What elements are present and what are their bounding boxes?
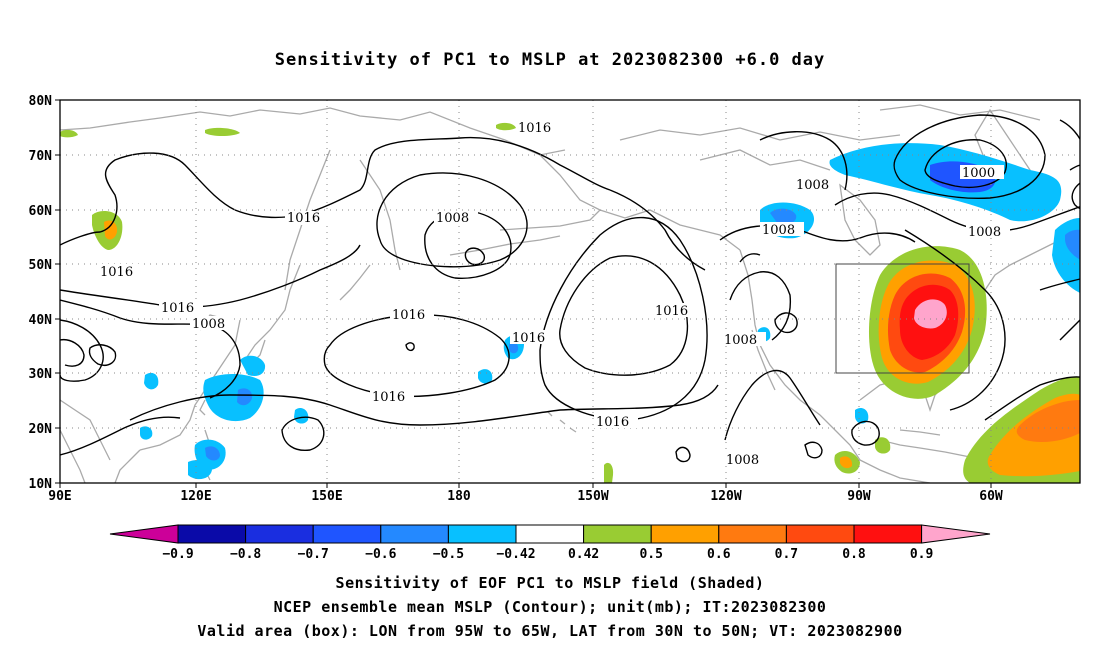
contour-label: 1000 — [962, 166, 995, 181]
contour-label: 1008 — [436, 211, 469, 226]
positive-region-northeast-us-max — [914, 299, 947, 329]
contour-label: 1008 — [762, 223, 795, 238]
contour-label: 1008 — [192, 317, 225, 332]
colorbar-labels: −0.9 −0.8 −0.7 −0.6 −0.5 −0.42 0.42 0.5 … — [162, 547, 933, 562]
lon-label: 120E — [180, 489, 211, 504]
colorbar-label: 0.9 — [910, 547, 933, 562]
lon-label: 150E — [311, 489, 342, 504]
colorbar-label: 0.5 — [639, 547, 662, 562]
shaded-sensitivity — [60, 122, 1080, 483]
positive-region-tibet-core — [104, 220, 118, 240]
colorbar-swatch — [312, 524, 382, 544]
negative-region-central-pacific-core — [509, 342, 519, 354]
negative-region-gulf — [855, 408, 869, 424]
colorbar-swatch — [447, 524, 517, 544]
colorbar-label: 0.7 — [775, 547, 798, 562]
colorbar-swatch — [785, 524, 855, 544]
lon-label: 180 — [447, 489, 471, 504]
positive-region-siberia — [205, 127, 240, 136]
positive-region-caribbean — [875, 437, 891, 454]
colorbar-label: −0.9 — [162, 547, 193, 562]
caption-line-1: Sensitivity of EOF PC1 to MSLP field (Sh… — [335, 574, 765, 592]
negative-region-south-china — [188, 460, 212, 480]
negative-region-central-pacific-2 — [478, 369, 493, 384]
contour-label: 1016 — [100, 265, 133, 280]
negative-region-small-1 — [144, 372, 159, 390]
negative-region-small-3 — [294, 408, 309, 424]
contour-label: 1008 — [796, 178, 829, 193]
negative-region-east-china-sea — [203, 374, 264, 422]
contour-label: 1016 — [287, 211, 320, 226]
colorbar-label: 0.6 — [707, 547, 731, 562]
colorbar-label: −0.8 — [230, 547, 261, 562]
contour-label: 1016 — [392, 308, 425, 323]
colorbar-swatch — [177, 524, 247, 544]
lat-label: 40N — [29, 313, 53, 328]
positive-region-atlantic-darkorange — [1016, 400, 1080, 442]
map-frame — [59, 99, 1081, 484]
lon-label: 90W — [847, 489, 871, 504]
lat-label: 20N — [29, 422, 53, 437]
contour-label: 1016 — [518, 121, 551, 136]
colorbar-swatch — [380, 524, 449, 544]
caption-line-2: NCEP ensemble mean MSLP (Contour); unit(… — [273, 598, 827, 616]
negative-region-korea — [240, 355, 266, 376]
lon-label: 60W — [979, 489, 1003, 504]
contour-labels: 1016 1016 1016 1016 1008 1008 1016 1016 … — [98, 120, 1010, 468]
lat-label: 50N — [29, 258, 53, 273]
contour-label: 1008 — [726, 453, 759, 468]
colorbar-swatch — [583, 524, 652, 544]
lon-ticks — [59, 483, 992, 488]
colorbar-swatch — [921, 524, 991, 544]
colorbar — [109, 524, 991, 544]
contour-label: 1008 — [968, 225, 1001, 240]
colorbar-label: −0.7 — [298, 547, 329, 562]
colorbar-swatch — [515, 524, 585, 544]
lat-label: 10N — [29, 477, 53, 492]
positive-region-central-america-core — [840, 456, 853, 469]
contour-label: 1016 — [161, 301, 194, 316]
colorbar-swatch — [245, 524, 314, 544]
contour-label: 1008 — [724, 333, 757, 348]
caption-line-3: Valid area (box): LON from 95W to 65W, L… — [197, 622, 903, 640]
lat-labels: 80N 70N 60N 50N 40N 30N 20N 10N — [29, 94, 53, 492]
contour-label: 1016 — [596, 415, 629, 430]
negative-region-labrador-core — [1065, 229, 1080, 260]
colorbar-swatch — [853, 524, 923, 544]
contour-label: 1016 — [512, 331, 545, 346]
positive-region-tropical-pacific — [604, 462, 614, 483]
colorbar-swatch — [650, 524, 720, 544]
contour-label: 1016 — [372, 390, 405, 405]
negative-region-philippine-core — [205, 446, 220, 461]
colorbar-swatch — [109, 524, 179, 544]
lat-label: 30N — [29, 367, 53, 382]
map-title: Sensitivity of PC1 to MSLP at 2023082300… — [274, 50, 826, 70]
colorbar-swatch — [718, 524, 787, 544]
negative-region-small-2 — [140, 426, 153, 440]
lat-ticks — [55, 99, 60, 484]
lon-labels: 90E 120E 150E 180 150W 120W 90W 60W — [48, 489, 1003, 504]
lon-label: 120W — [710, 489, 741, 504]
lon-label: 150W — [577, 489, 608, 504]
colorbar-label: −0.42 — [496, 547, 535, 562]
colorbar-label: 0.42 — [568, 547, 599, 562]
lat-label: 70N — [29, 149, 53, 164]
colorbar-label: 0.8 — [842, 547, 866, 562]
lat-label: 80N — [29, 94, 53, 109]
colorbar-label: −0.6 — [365, 547, 396, 562]
colorbar-label: −0.5 — [433, 547, 464, 562]
graticule — [60, 100, 1080, 483]
lon-label: 90E — [48, 489, 71, 504]
negative-region-east-china-sea-core — [237, 388, 253, 406]
lat-label: 60N — [29, 204, 53, 219]
contour-label: 1016 — [655, 304, 688, 319]
positive-region-west-arctic — [60, 129, 78, 138]
negative-region-canada-core — [770, 208, 797, 225]
valid-area-box — [835, 263, 970, 374]
positive-region-arctic-ocean — [496, 122, 516, 131]
